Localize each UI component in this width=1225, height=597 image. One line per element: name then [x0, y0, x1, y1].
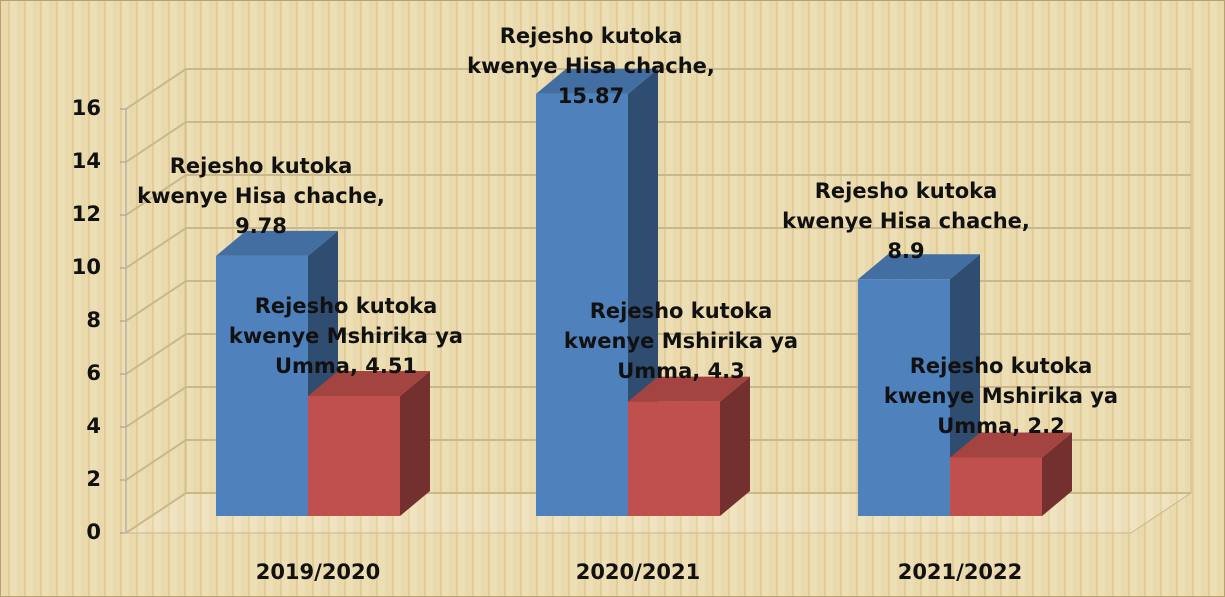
bar-side: [1042, 432, 1072, 516]
data-label: Rejesho kutoka kwenye Hisa chache, 15.87: [467, 24, 715, 108]
bar-top: [950, 432, 1072, 458]
grid-line: [125, 280, 1191, 322]
bar-side: [720, 376, 750, 516]
y-tick-label: 6: [86, 361, 101, 385]
grid-line: [125, 68, 1191, 110]
x-tick-label: 2021/2022: [898, 560, 1023, 584]
bar: [308, 396, 400, 516]
y-tick-label: 12: [72, 202, 101, 226]
bar: [858, 279, 950, 516]
grid-line: [125, 333, 1191, 375]
x-tick-label: 2019/2020: [256, 560, 381, 584]
data-label: Rejesho kutoka kwenye Mshirika ya Umma, …: [883, 354, 1119, 438]
y-tick-label: 0: [86, 520, 101, 544]
data-label: Rejesho kutoka kwenye Hisa chache, 8.9: [782, 179, 1030, 263]
bar-top: [628, 376, 750, 402]
bar: [536, 93, 628, 516]
y-tick-label: 4: [86, 414, 101, 438]
data-label: Rejesho kutoka kwenye Hisa chache, 9.78: [137, 154, 385, 238]
bar: [950, 457, 1042, 516]
y-tick-label: 10: [72, 255, 101, 279]
data-label: Rejesho kutoka kwenye Mshirika ya Umma, …: [228, 294, 464, 378]
grid-line: [125, 386, 1191, 428]
bar-top: [536, 68, 658, 94]
data-label: Rejesho kutoka kwenye Mshirika ya Umma, …: [563, 299, 799, 383]
bar-top: [216, 230, 338, 256]
y-tick-label: 16: [72, 96, 101, 120]
x-tick-label: 2020/2021: [576, 560, 701, 584]
y-tick-label: 14: [72, 149, 101, 173]
bar: [216, 255, 308, 517]
grid-line: [125, 492, 1191, 534]
bar-top: [308, 371, 430, 397]
grid-line: [125, 439, 1191, 481]
y-tick-label: 2: [86, 467, 101, 491]
bar-side: [400, 371, 430, 516]
grid-line: [125, 121, 1191, 163]
grid-line: [125, 227, 1191, 269]
bar-top: [858, 254, 980, 280]
bar: [628, 401, 720, 516]
grid-line: [125, 174, 1191, 216]
y-tick-label: 8: [86, 308, 101, 332]
